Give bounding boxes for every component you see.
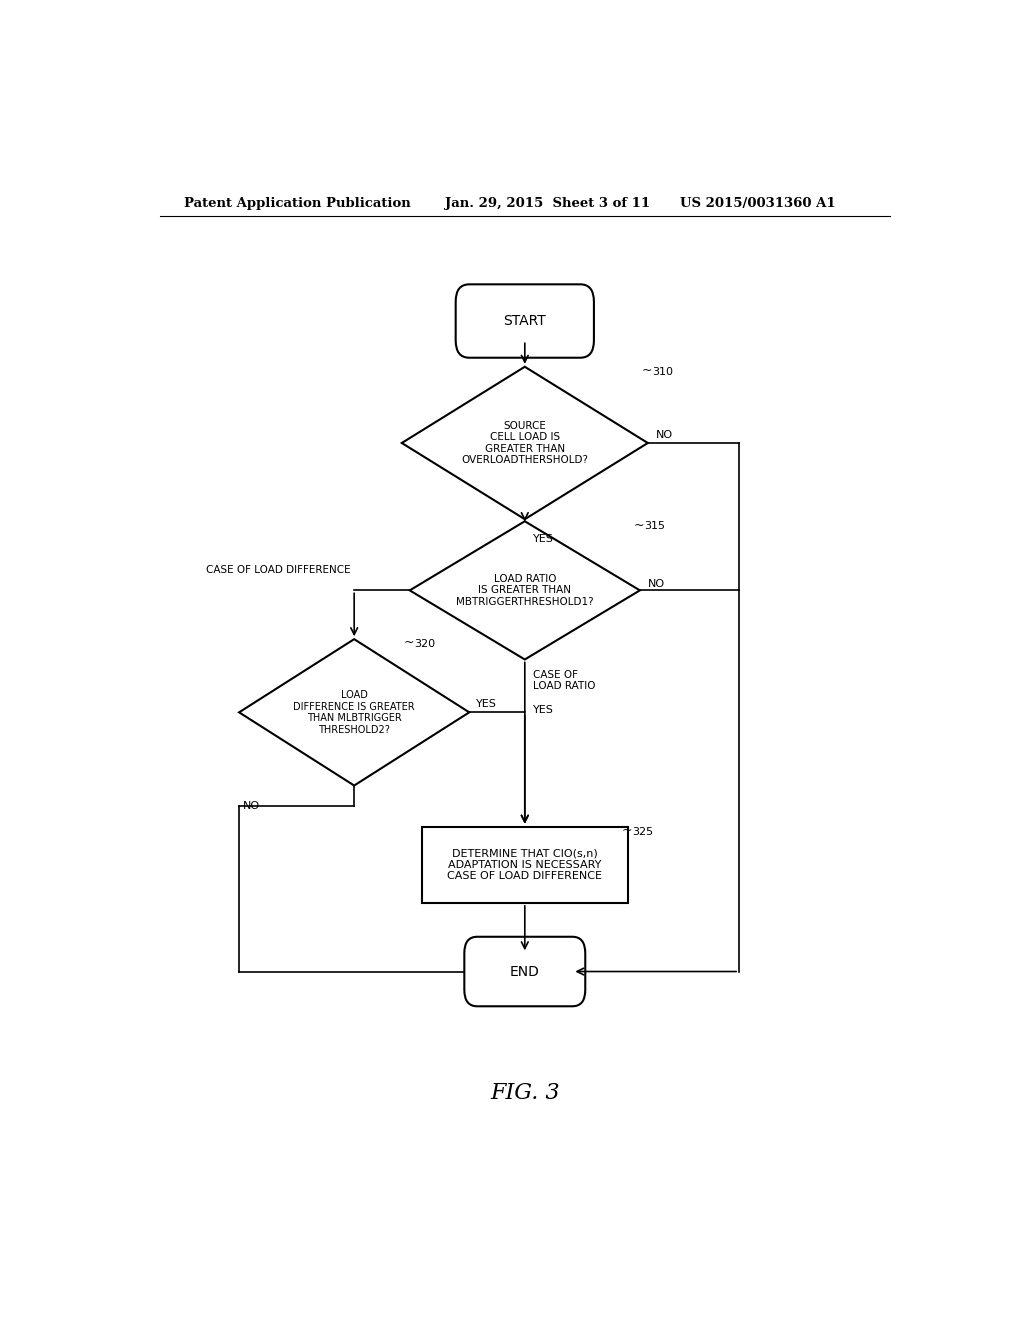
Text: LOAD
DIFFERENCE IS GREATER
THAN MLBTRIGGER
THRESHOLD2?: LOAD DIFFERENCE IS GREATER THAN MLBTRIGG…	[293, 690, 415, 735]
Text: CASE OF
LOAD RATIO: CASE OF LOAD RATIO	[532, 669, 595, 692]
Polygon shape	[410, 521, 640, 660]
Text: 315: 315	[644, 521, 665, 532]
Text: NO: NO	[648, 579, 665, 589]
Text: 310: 310	[652, 367, 673, 378]
Text: FIG. 3: FIG. 3	[490, 1082, 559, 1105]
Bar	[422, 826, 628, 903]
Text: CASE OF LOAD DIFFERENCE: CASE OF LOAD DIFFERENCE	[206, 565, 350, 576]
Text: Patent Application Publication: Patent Application Publication	[183, 197, 411, 210]
Text: START: START	[504, 314, 546, 329]
Polygon shape	[239, 639, 469, 785]
FancyBboxPatch shape	[464, 937, 586, 1006]
Text: YES: YES	[532, 535, 554, 544]
Text: Jan. 29, 2015  Sheet 3 of 11: Jan. 29, 2015 Sheet 3 of 11	[445, 197, 650, 210]
Text: YES: YES	[475, 700, 497, 709]
Text: NO: NO	[243, 801, 260, 810]
Text: ~: ~	[403, 636, 414, 649]
Text: 320: 320	[414, 639, 435, 649]
Text: LOAD RATIO
IS GREATER THAN
MBTRIGGERTHRESHOLD1?: LOAD RATIO IS GREATER THAN MBTRIGGERTHRE…	[456, 574, 594, 607]
Text: 325: 325	[632, 826, 653, 837]
Text: ~: ~	[641, 364, 652, 378]
Polygon shape	[401, 367, 648, 519]
Text: ~: ~	[633, 519, 644, 532]
Text: US 2015/0031360 A1: US 2015/0031360 A1	[680, 197, 836, 210]
Text: YES: YES	[532, 705, 554, 715]
Text: NO: NO	[655, 430, 673, 440]
Text: DETERMINE THAT CIO(s,n)
ADAPTATION IS NECESSARY
CASE OF LOAD DIFFERENCE: DETERMINE THAT CIO(s,n) ADAPTATION IS NE…	[447, 849, 602, 882]
Text: END: END	[510, 965, 540, 978]
Text: ~: ~	[622, 824, 632, 837]
Text: SOURCE
CELL LOAD IS
GREATER THAN
OVERLOADTHERSHOLD?: SOURCE CELL LOAD IS GREATER THAN OVERLOA…	[461, 421, 589, 466]
FancyBboxPatch shape	[456, 284, 594, 358]
